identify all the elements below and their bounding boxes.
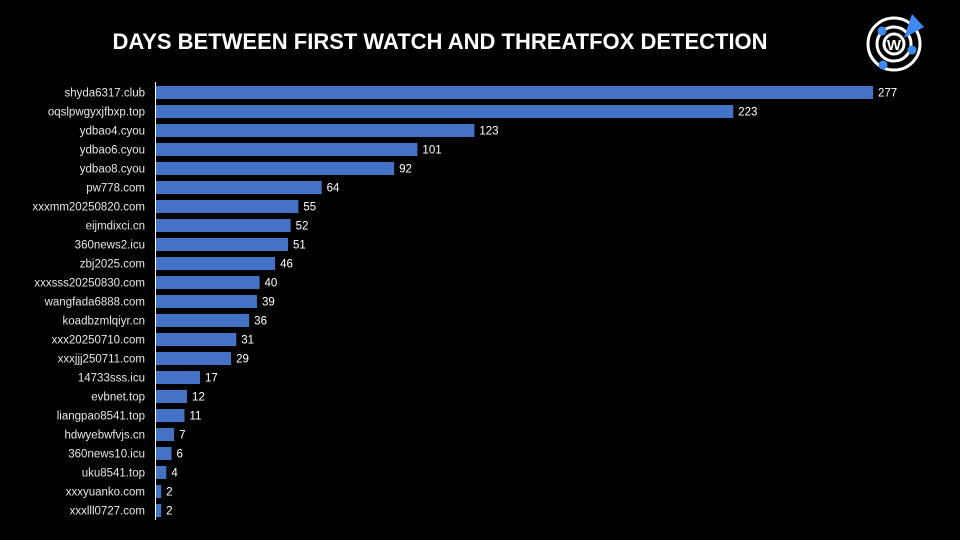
- category-label: ydbao8.cyou: [80, 164, 145, 176]
- bar: [156, 409, 185, 422]
- logo-letter: W: [887, 37, 902, 54]
- category-label: zbj2025.com: [80, 259, 145, 271]
- bar: [156, 124, 475, 137]
- category-label: evbnet.top: [91, 392, 145, 404]
- bar: [156, 352, 232, 365]
- category-label: ydbao6.cyou: [80, 145, 145, 157]
- value-label: 51: [293, 240, 306, 252]
- bar: [156, 219, 291, 232]
- bar: [156, 428, 175, 441]
- value-label: 11: [189, 411, 201, 423]
- bar: [156, 105, 734, 118]
- category-label: xxxjjj250711.com: [58, 354, 145, 366]
- category-label: koadbzmlqiyr.cn: [63, 316, 145, 328]
- category-label: ydbao4.cyou: [80, 126, 145, 138]
- value-label: 40: [265, 278, 278, 290]
- bar: [156, 371, 201, 384]
- value-label: 4: [171, 468, 178, 480]
- bar: [156, 390, 188, 403]
- category-label: shyda6317.club: [64, 88, 145, 100]
- value-label: 2: [166, 506, 172, 518]
- bar: [156, 504, 162, 517]
- bar: [156, 181, 322, 194]
- category-label: oqslpwgyxjfbxp.top: [48, 107, 145, 119]
- bar: [156, 276, 260, 289]
- category-label: 14733sss.icu: [78, 373, 145, 385]
- bar: [156, 257, 276, 270]
- bar: [156, 200, 299, 213]
- value-label: 52: [296, 221, 309, 233]
- bar: [156, 162, 395, 175]
- value-label: 55: [303, 202, 316, 214]
- value-label: 17: [205, 373, 218, 385]
- value-label: 92: [399, 164, 412, 176]
- value-label: 12: [192, 392, 205, 404]
- bar: [156, 86, 873, 99]
- category-label: xxxmm20250820.com: [33, 202, 146, 214]
- category-label: xxx20250710.com: [52, 335, 145, 347]
- category-label: pw778.com: [86, 183, 145, 195]
- category-label: uku8541.top: [82, 468, 145, 480]
- value-label: 223: [738, 107, 757, 119]
- category-label: xxxsss20250830.com: [34, 278, 145, 290]
- chart-title: DAYS BETWEEN FIRST WATCH AND THREATFOX D…: [112, 29, 768, 54]
- bar: [156, 238, 289, 251]
- bar: [156, 447, 172, 460]
- value-label: 101: [422, 145, 441, 157]
- bar: [156, 466, 167, 479]
- category-label: 360news10.icu: [68, 449, 145, 461]
- bar: [156, 143, 418, 156]
- value-label: 64: [327, 183, 340, 195]
- value-label: 2: [166, 487, 172, 499]
- value-label: 29: [236, 354, 249, 366]
- value-label: 277: [878, 88, 897, 100]
- value-label: 36: [254, 316, 267, 328]
- category-label: xxxlll0727.com: [70, 506, 145, 518]
- value-label: 31: [241, 335, 254, 347]
- category-label: xxxyuanko.com: [66, 487, 145, 499]
- bar: [156, 314, 250, 327]
- category-label: hdwyebwfvjs.cn: [64, 430, 145, 442]
- value-label: 46: [280, 259, 293, 271]
- value-label: 123: [479, 126, 498, 138]
- value-label: 7: [179, 430, 185, 442]
- bar: [156, 295, 257, 308]
- bar: [156, 333, 237, 346]
- value-label: 6: [177, 449, 183, 461]
- category-label: eijmdixci.cn: [86, 221, 145, 233]
- value-label: 39: [262, 297, 275, 309]
- bar: [156, 485, 162, 498]
- logo-icon: W: [866, 14, 924, 72]
- category-label: liangpao8541.top: [57, 411, 145, 423]
- category-label: wangfada6888.com: [44, 297, 145, 309]
- category-label: 360news2.icu: [75, 240, 145, 252]
